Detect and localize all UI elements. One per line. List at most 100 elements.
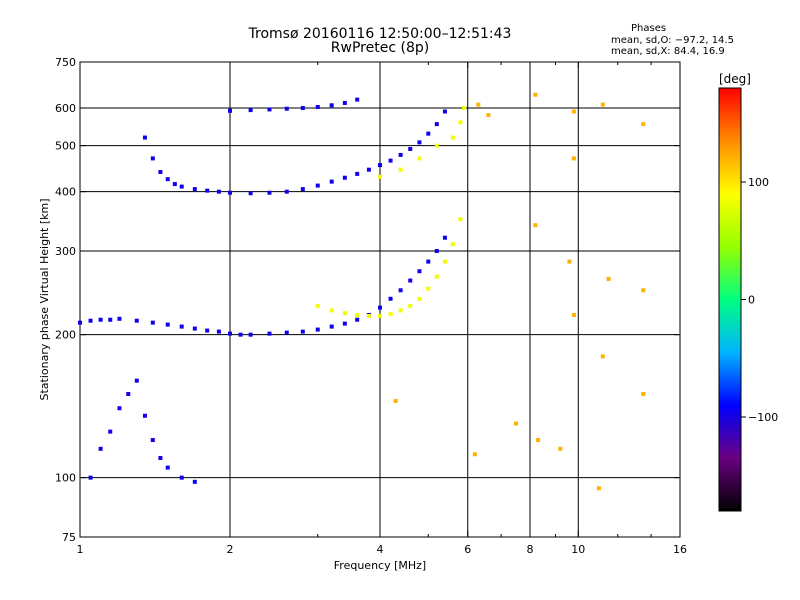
echo-point <box>329 103 334 108</box>
echo-point <box>434 143 439 148</box>
echo-point <box>434 274 439 279</box>
echo-point <box>388 296 393 301</box>
echo-trace <box>393 92 646 491</box>
echo-point <box>284 330 289 335</box>
echo-point <box>216 329 221 334</box>
x-axis-label: Frequency [MHz] <box>334 559 426 572</box>
echo-trace <box>142 109 447 196</box>
echo-point <box>142 413 147 418</box>
echo-point <box>476 102 481 107</box>
echo-point <box>600 102 605 107</box>
echo-point <box>398 288 403 293</box>
y-axis-label: Stationary phase Virtual Height [km] <box>38 198 51 400</box>
x-tick-label: 16 <box>673 543 687 556</box>
echo-trace <box>228 97 360 113</box>
echo-point <box>342 311 347 316</box>
echo-point <box>192 326 197 331</box>
echo-point <box>150 156 155 161</box>
echo-point <box>458 120 463 125</box>
stats-heading: Phases <box>631 23 667 34</box>
echo-point <box>426 131 431 136</box>
echo-point <box>378 174 382 179</box>
echo-point <box>329 324 334 329</box>
echo-point <box>248 332 253 337</box>
echo-point <box>216 189 221 194</box>
echo-point <box>315 183 320 188</box>
echo-point <box>300 329 305 334</box>
echo-point <box>134 318 139 323</box>
echo-point <box>450 242 455 247</box>
y-tick-label: 500 <box>55 140 76 153</box>
echo-point <box>398 152 403 157</box>
echo-point <box>142 135 147 140</box>
echo-point <box>558 446 563 451</box>
echo-point <box>600 354 605 359</box>
echo-point <box>342 175 347 180</box>
echo-point <box>342 100 347 105</box>
echo-point <box>117 406 122 411</box>
echo-point <box>533 92 538 97</box>
echo-point <box>442 235 447 240</box>
x-tick-label: 4 <box>377 543 384 556</box>
echo-point <box>329 308 334 313</box>
echo-point <box>641 392 646 397</box>
x-tick-label: 1 <box>77 543 84 556</box>
echo-point <box>108 429 113 434</box>
echo-point <box>172 182 177 187</box>
echo-point <box>417 156 422 161</box>
echo-point <box>486 113 491 118</box>
x-tick-label: 6 <box>464 543 471 556</box>
echo-point <box>408 146 413 151</box>
echo-trace <box>78 235 447 337</box>
colorbar-unit: [deg] <box>719 72 751 86</box>
y-tick-label: 300 <box>55 245 76 258</box>
echo-point <box>378 163 382 168</box>
echo-point <box>284 106 289 111</box>
echo-point <box>315 303 320 308</box>
echo-point <box>355 317 360 322</box>
echo-point <box>126 392 131 397</box>
echo-trace <box>315 217 463 318</box>
echo-point <box>434 249 439 254</box>
colorbar-tick-label: −100 <box>748 411 778 424</box>
echo-point <box>315 105 320 110</box>
grid-lines <box>80 62 680 537</box>
echo-point <box>165 322 170 327</box>
colorbar-tick-label: 100 <box>748 176 769 189</box>
x-tick-label: 8 <box>527 543 534 556</box>
colorbar-tick-label: 0 <box>748 294 755 307</box>
echo-point <box>442 109 447 114</box>
echo-point <box>150 320 155 325</box>
echo-point <box>267 107 272 112</box>
echo-point <box>248 191 253 196</box>
x-tick-label: 2 <box>227 543 234 556</box>
echo-point <box>205 188 210 193</box>
echo-point <box>366 167 371 172</box>
echo-trace <box>88 378 197 484</box>
echo-point <box>238 332 243 337</box>
echo-point <box>228 331 232 336</box>
echo-point <box>641 288 646 293</box>
echo-point <box>596 486 601 491</box>
echo-point <box>393 399 398 404</box>
echo-point <box>426 259 431 264</box>
echo-point <box>417 269 422 274</box>
echo-point <box>641 122 646 127</box>
echo-point <box>300 187 305 192</box>
y-tick-label: 400 <box>55 186 76 199</box>
echo-point <box>205 328 210 333</box>
echo-point <box>514 421 519 426</box>
stats-line-o: mean, sd,O: −97.2, 14.5 <box>611 35 734 46</box>
y-tick-label: 100 <box>55 472 76 485</box>
echo-point <box>533 223 538 228</box>
data-marks <box>78 92 646 491</box>
y-tick-label: 200 <box>55 329 76 342</box>
echo-point <box>388 312 393 317</box>
echo-point <box>408 278 413 283</box>
echo-point <box>284 189 289 194</box>
echo-point <box>388 158 393 163</box>
colorbar <box>718 87 742 512</box>
echo-point <box>398 167 403 172</box>
